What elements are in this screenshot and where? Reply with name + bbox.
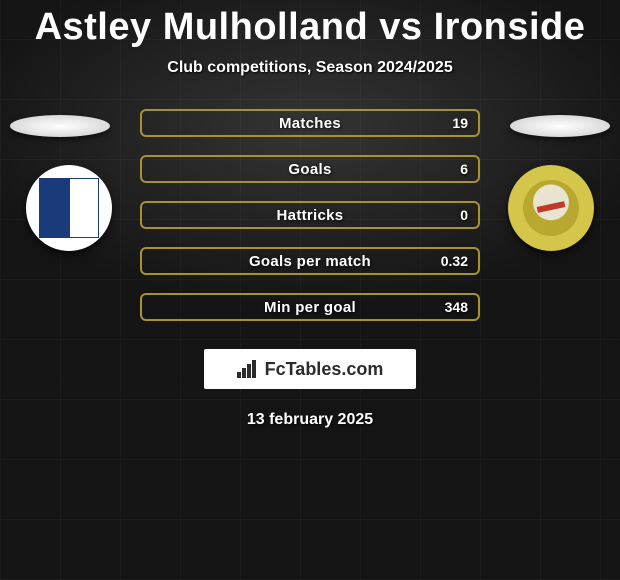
player-badge-left [10,115,110,137]
player-badge-right [510,115,610,137]
club-badge-left [26,165,112,251]
stat-bar: Goals 6 [140,155,480,183]
stats-area: Matches 19 Goals 6 Hattricks 0 Goals per… [0,109,620,321]
date-label: 13 february 2025 [0,411,620,429]
stat-value: 6 [460,161,468,177]
stat-bar: Goals per match 0.32 [140,247,480,275]
club-badge-right [508,165,594,251]
stat-bars: Matches 19 Goals 6 Hattricks 0 Goals per… [140,109,480,321]
stat-label: Min per goal [264,299,356,316]
stat-label: Hattricks [277,207,344,224]
stat-bar: Min per goal 348 [140,293,480,321]
crest-right-icon [523,180,579,236]
source-logo: FcTables.com [204,349,416,389]
subtitle: Club competitions, Season 2024/2025 [0,59,620,77]
bar-chart-icon [237,360,259,378]
stat-label: Goals [288,161,331,178]
stat-bar: Hattricks 0 [140,201,480,229]
stat-bar: Matches 19 [140,109,480,137]
crest-left-icon [39,178,99,238]
logo-text: FcTables.com [265,359,384,380]
stat-value: 0.32 [441,253,468,269]
stat-label: Goals per match [249,253,371,270]
stat-value: 0 [460,207,468,223]
stat-label: Matches [279,115,341,132]
stat-value: 348 [445,299,468,315]
page-title: Astley Mulholland vs Ironside [0,6,620,49]
stat-value: 19 [452,115,468,131]
